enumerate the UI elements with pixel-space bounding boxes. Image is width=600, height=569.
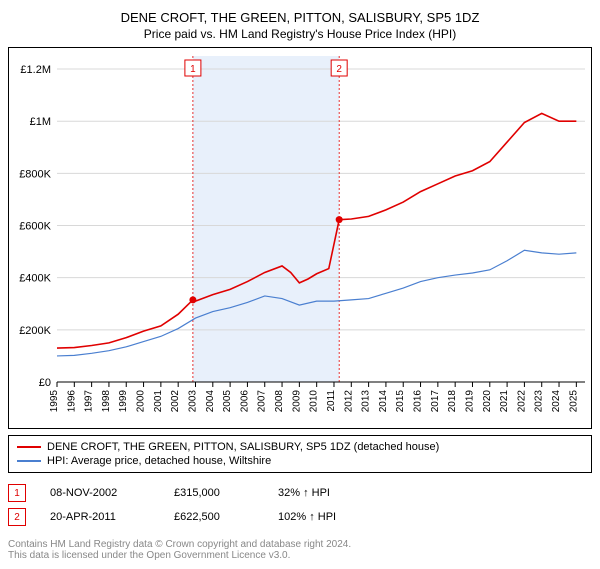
legend-label: HPI: Average price, detached house, Wilt…	[47, 455, 271, 467]
legend-item: HPI: Average price, detached house, Wilt…	[17, 454, 583, 468]
sale-price: £315,000	[174, 487, 254, 499]
y-axis-label: £1M	[30, 116, 51, 128]
x-axis-label: 2004	[205, 390, 216, 413]
x-axis-label: 2021	[499, 390, 510, 413]
sale-date: 20-APR-2011	[50, 511, 150, 523]
x-axis-label: 2013	[361, 390, 372, 413]
x-axis-label: 1996	[66, 390, 77, 413]
chart-subtitle: Price paid vs. HM Land Registry's House …	[8, 27, 592, 41]
x-axis-label: 1998	[101, 390, 112, 413]
legend-swatch	[17, 460, 41, 462]
x-axis-label: 2025	[568, 390, 579, 413]
sales-table: 1 08-NOV-2002 £315,000 32% ↑ HPI 2 20-APR-201…	[8, 481, 592, 529]
y-axis-label: £200K	[19, 325, 51, 337]
footnote-line: This data is licensed under the Open Gov…	[8, 550, 592, 561]
x-axis-label: 2016	[413, 390, 424, 413]
sale-marker-ref: 1	[8, 484, 26, 502]
x-axis-label: 2024	[551, 390, 562, 413]
x-axis-label: 2001	[153, 390, 164, 413]
sale-date: 08-NOV-2002	[50, 487, 150, 499]
x-axis-label: 1999	[118, 390, 129, 413]
x-axis-label: 2010	[309, 390, 320, 413]
shaded-ownership-region	[193, 56, 339, 382]
sale-marker-dot	[189, 296, 196, 303]
x-axis-label: 2006	[239, 390, 250, 413]
y-axis-label: £400K	[19, 273, 51, 285]
x-axis-label: 2022	[516, 390, 527, 413]
legend-box: DENE CROFT, THE GREEN, PITTON, SALISBURY…	[8, 435, 592, 473]
x-axis-label: 2000	[136, 390, 147, 413]
sale-marker-label: 2	[336, 64, 342, 75]
sale-price: £622,500	[174, 511, 254, 523]
x-axis-label: 2012	[343, 390, 354, 413]
legend-swatch	[17, 446, 41, 448]
x-axis-label: 2009	[291, 390, 302, 413]
x-axis-label: 2020	[482, 390, 493, 413]
price-chart: £0 £200K £400K £600K £800K £1M £1.2M 1995 1996 19…	[9, 48, 593, 428]
legend-label: DENE CROFT, THE GREEN, PITTON, SALISBURY…	[47, 441, 439, 453]
sale-row: 1 08-NOV-2002 £315,000 32% ↑ HPI	[8, 481, 592, 505]
x-axis-label: 2002	[170, 390, 181, 413]
sale-hpi-diff: 32% ↑ HPI	[278, 487, 378, 499]
chart-container: £0 £200K £400K £600K £800K £1M £1.2M 1995 1996 19…	[8, 47, 592, 429]
y-axis-label: £600K	[19, 221, 51, 233]
x-axis-label: 2003	[187, 390, 198, 413]
x-axis-label: 2008	[274, 390, 285, 413]
x-axis-label: 2011	[326, 390, 337, 412]
chart-title: DENE CROFT, THE GREEN, PITTON, SALISBURY…	[8, 10, 592, 25]
sale-marker-ref: 2	[8, 508, 26, 526]
footnotes: Contains HM Land Registry data © Crown c…	[8, 539, 592, 561]
x-axis-label: 2014	[378, 390, 389, 413]
y-axis-label: £800K	[19, 168, 51, 180]
sale-marker-dot	[336, 216, 343, 223]
x-axis-label: 1995	[49, 390, 60, 413]
x-axis-label: 2023	[534, 390, 545, 413]
sale-row: 2 20-APR-2011 £622,500 102% ↑ HPI	[8, 505, 592, 529]
x-axis-label: 2018	[447, 390, 458, 413]
x-axis-label: 1997	[84, 390, 95, 413]
footnote-line: Contains HM Land Registry data © Crown c…	[8, 539, 592, 550]
x-axis-label: 2015	[395, 390, 406, 413]
sale-marker-label: 1	[190, 64, 196, 75]
x-axis-label: 2019	[464, 390, 475, 413]
y-axis-label: £0	[39, 377, 51, 389]
y-axis-label: £1.2M	[20, 64, 51, 76]
x-axis-label: 2017	[430, 390, 441, 413]
x-axis-label: 2007	[257, 390, 268, 413]
x-axis-label: 2005	[222, 390, 233, 413]
legend-item: DENE CROFT, THE GREEN, PITTON, SALISBURY…	[17, 440, 583, 454]
sale-hpi-diff: 102% ↑ HPI	[278, 511, 378, 523]
